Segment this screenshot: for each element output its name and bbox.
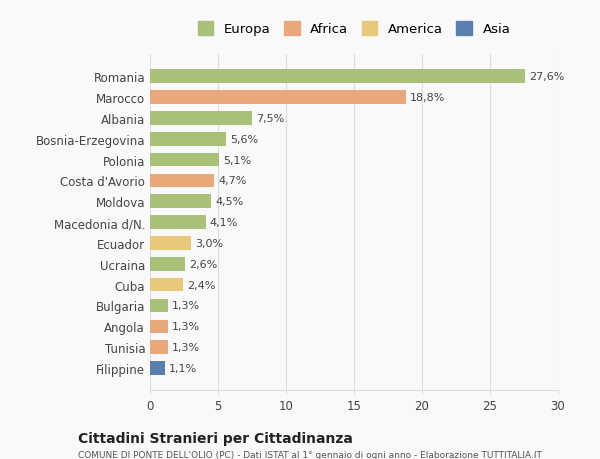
Text: 1,1%: 1,1% — [169, 363, 197, 373]
Text: 1,3%: 1,3% — [172, 342, 200, 353]
Bar — [150, 112, 252, 125]
Bar — [150, 257, 185, 271]
Text: COMUNE DI PONTE DELL'OLIO (PC) - Dati ISTAT al 1° gennaio di ogni anno - Elabora: COMUNE DI PONTE DELL'OLIO (PC) - Dati IS… — [78, 450, 542, 459]
Text: 5,1%: 5,1% — [223, 155, 251, 165]
Text: 2,4%: 2,4% — [187, 280, 215, 290]
Bar — [150, 70, 526, 84]
Bar — [150, 153, 220, 167]
Text: 4,1%: 4,1% — [210, 218, 238, 228]
Bar — [150, 174, 214, 188]
Bar — [150, 278, 182, 292]
Text: 2,6%: 2,6% — [190, 259, 218, 269]
Text: 1,3%: 1,3% — [172, 322, 200, 331]
Text: 18,8%: 18,8% — [410, 93, 445, 103]
Text: Cittadini Stranieri per Cittadinanza: Cittadini Stranieri per Cittadinanza — [78, 431, 353, 445]
Text: 4,7%: 4,7% — [218, 176, 247, 186]
Bar — [150, 341, 167, 354]
Text: 3,0%: 3,0% — [195, 238, 223, 248]
Text: 7,5%: 7,5% — [256, 114, 284, 123]
Bar — [150, 216, 206, 230]
Legend: Europa, Africa, America, Asia: Europa, Africa, America, Asia — [194, 18, 514, 40]
Bar — [150, 91, 406, 105]
Text: 4,5%: 4,5% — [215, 197, 244, 207]
Bar — [150, 361, 165, 375]
Text: 5,6%: 5,6% — [230, 134, 259, 145]
Bar — [150, 133, 226, 146]
Text: 27,6%: 27,6% — [529, 72, 565, 82]
Text: 1,3%: 1,3% — [172, 301, 200, 311]
Bar — [150, 237, 191, 250]
Bar — [150, 195, 211, 208]
Bar — [150, 299, 167, 313]
Bar — [150, 320, 167, 333]
